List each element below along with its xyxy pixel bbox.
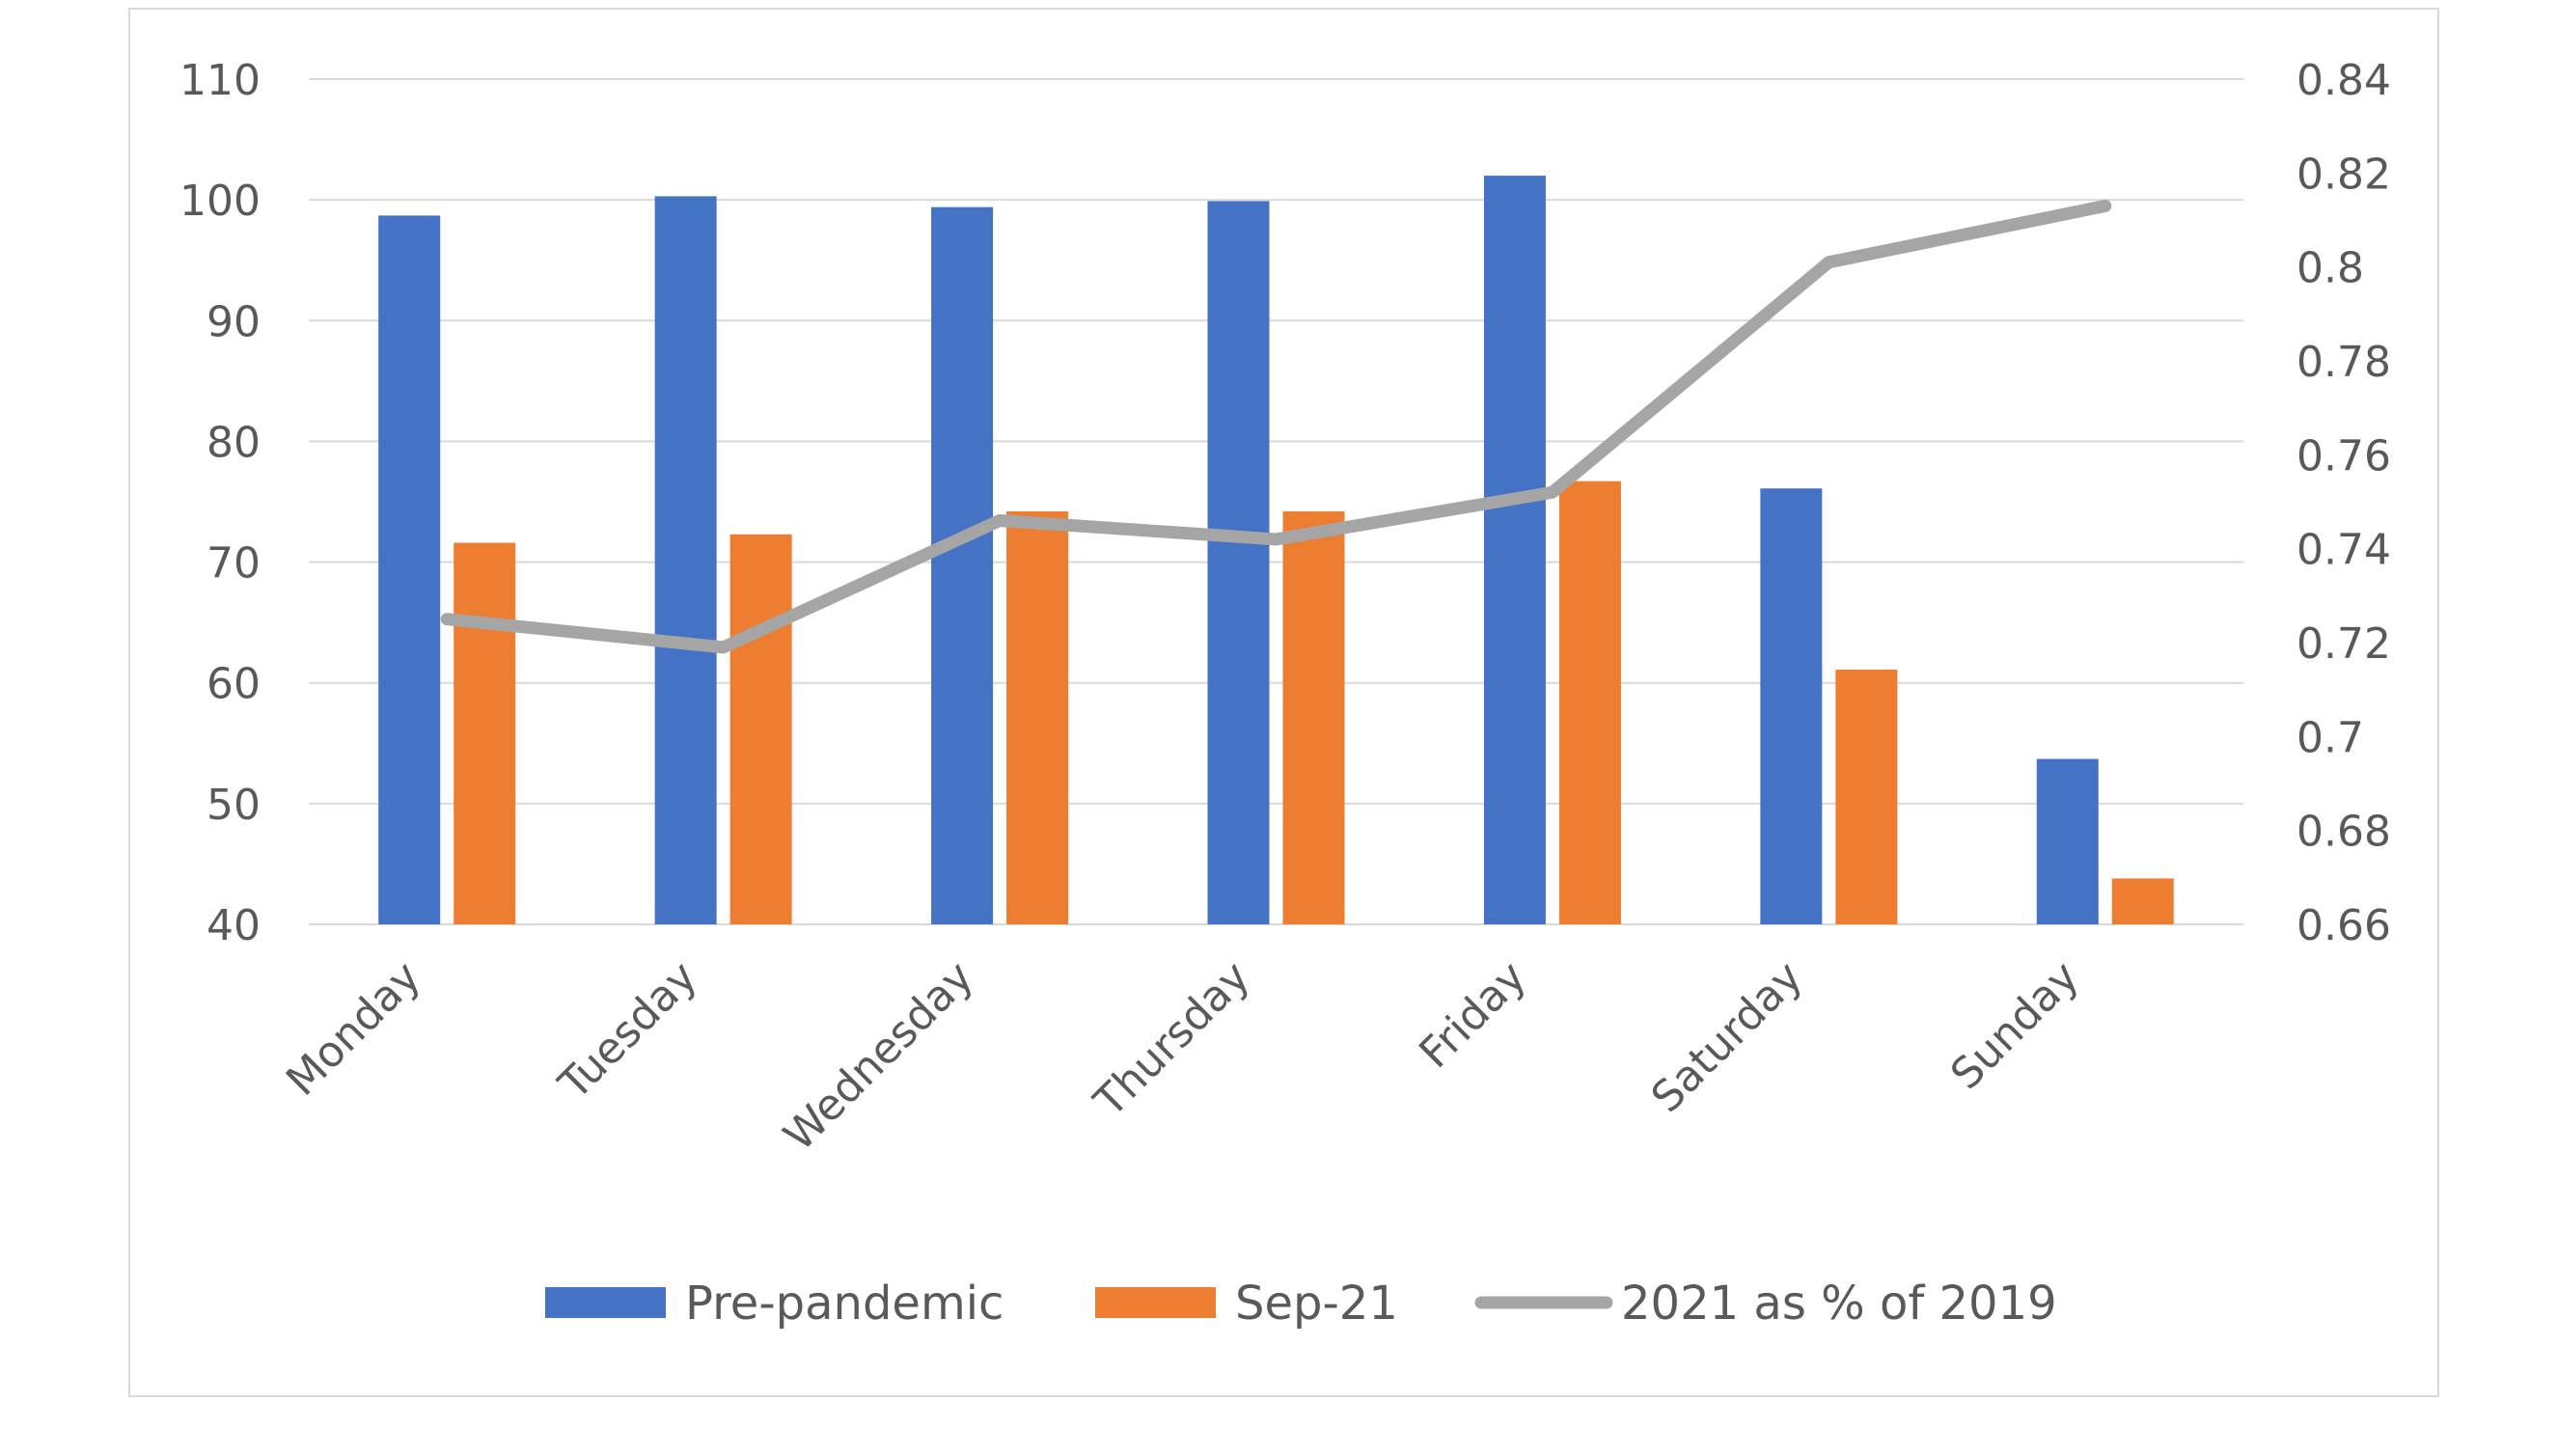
bar: [931, 206, 994, 924]
bar: [1558, 481, 1621, 924]
right-tick-label: 0.78: [2296, 338, 2391, 387]
bar: [1483, 176, 1546, 925]
right-tick-label: 0.84: [2296, 56, 2391, 105]
legend-label: Pre-pandemic: [685, 1277, 1004, 1331]
bar: [1006, 511, 1069, 924]
right-tick-label: 0.7: [2296, 713, 2364, 762]
line-point: [722, 646, 725, 648]
line-point: [1551, 491, 1553, 494]
category-labels: Monday Tuesday Wednesday Thursday Friday Satu…: [277, 952, 2088, 1161]
left-tick-label: 70: [206, 539, 261, 589]
category-label: Thursday: [1085, 952, 1259, 1127]
line-point: [446, 618, 449, 620]
left-tick-label: 80: [206, 418, 261, 467]
left-tick-label: 50: [206, 781, 261, 830]
legend: Pre-pandemic Sep-21 2021 as % of 2019: [545, 1277, 2057, 1331]
right-tick-label: 0.82: [2296, 150, 2391, 199]
bar: [1207, 201, 1270, 924]
right-tick-label: 0.68: [2296, 808, 2391, 857]
bar: [454, 542, 516, 924]
legend-label: Sep-21: [1235, 1277, 1398, 1331]
category-label: Friday: [1410, 952, 1535, 1078]
legend-swatch: [545, 1287, 666, 1318]
left-axis-ticks: 40 50 60 70 80 90 100 110: [179, 56, 261, 950]
line-series: [440, 199, 2112, 654]
line-point: [999, 519, 1002, 522]
bar: [1282, 511, 1345, 924]
legend-label: 2021 as % of 2019: [1621, 1277, 2057, 1331]
left-tick-label: 110: [179, 56, 261, 105]
category-label: Tuesday: [549, 952, 706, 1110]
line-point: [1828, 261, 1830, 263]
bar-series: [378, 176, 2174, 925]
bar: [2111, 878, 2174, 924]
left-tick-label: 40: [206, 901, 261, 950]
right-axis-ticks: 0.66 0.68 0.7 0.72 0.74 0.76 0.78 0.8 0.82 0.84: [2296, 56, 2391, 950]
gridlines: [309, 78, 2243, 925]
bar: [378, 215, 441, 924]
right-tick-label: 0.66: [2296, 901, 2391, 950]
left-tick-label: 60: [206, 660, 261, 709]
bar: [1835, 669, 1898, 924]
category-label: Monday: [277, 952, 430, 1106]
category-label: Sunday: [1941, 952, 2088, 1099]
legend-swatch: [1095, 1287, 1216, 1318]
left-tick-label: 100: [179, 177, 261, 226]
category-label: Saturday: [1642, 952, 1812, 1122]
bar: [2036, 758, 2099, 924]
right-tick-label: 0.72: [2296, 619, 2391, 669]
chart-frame: 40 50 60 70 80 90 100 110 0.66 0.68 0.7 0.72 0.74 0.…: [128, 8, 2439, 1397]
bar: [654, 196, 717, 925]
bar: [1760, 488, 1823, 924]
category-label: Wednesday: [775, 952, 983, 1161]
right-tick-label: 0.8: [2296, 244, 2364, 293]
left-tick-label: 90: [206, 297, 261, 346]
bar: [729, 534, 792, 924]
right-tick-label: 0.74: [2296, 526, 2391, 575]
right-tick-label: 0.76: [2296, 431, 2391, 481]
line-point: [1275, 537, 1278, 540]
line-point: [2103, 205, 2106, 207]
